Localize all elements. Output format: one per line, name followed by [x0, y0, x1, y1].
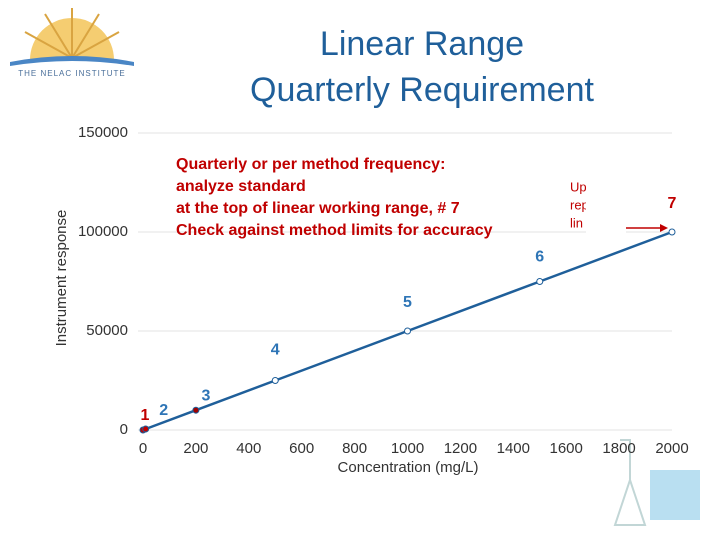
data-point	[192, 406, 200, 414]
annotation: Check against method limits for accuracy	[176, 222, 493, 239]
y-tick-label: 150000	[78, 124, 128, 141]
x-tick-label: 1000	[391, 440, 424, 457]
x-tick-label: 1600	[550, 440, 583, 457]
x-axis-title: Concentration (mg/L)	[338, 459, 479, 476]
chart-title: Quarterly Requirement	[250, 71, 594, 109]
beaker	[613, 439, 700, 526]
y-tick-label: 0	[120, 421, 128, 438]
data-point	[271, 377, 279, 384]
annotation: Up	[570, 179, 587, 194]
point-label: 7	[668, 195, 677, 212]
data-point	[142, 425, 150, 433]
y-tick-label: 50000	[86, 322, 128, 339]
y-tick-label: 100000	[78, 223, 128, 240]
x-tick-label: 600	[289, 440, 314, 457]
logo-text: THE NELAC INSTITUTE	[18, 69, 125, 78]
x-tick-label: 1400	[497, 440, 530, 457]
annotation-arrowhead	[660, 224, 668, 232]
data-point	[536, 278, 544, 285]
x-tick-label: 1200	[444, 440, 477, 457]
x-tick-label: 400	[236, 440, 261, 457]
data-point	[668, 228, 676, 236]
annotation: lin	[570, 215, 583, 230]
data-point	[404, 327, 411, 335]
x-tick-label: 800	[342, 440, 367, 457]
annotation: analyze standard	[176, 178, 306, 195]
point-label: 6	[535, 249, 544, 266]
point-label: 3	[201, 387, 210, 404]
x-tick-label: 2000	[655, 440, 688, 457]
annotation: Quarterly or per method frequency:	[176, 156, 445, 173]
x-tick-label: 1800	[602, 440, 635, 457]
point-label: 4	[271, 342, 280, 359]
logo: THE NELAC INSTITUTE	[10, 8, 134, 78]
annotation-mask	[586, 175, 626, 235]
point-label: 5	[403, 294, 412, 311]
x-tick-label: 0	[139, 440, 147, 457]
y-axis-title: Instrument response	[53, 210, 70, 347]
point-label: 1	[141, 407, 150, 424]
x-tick-label: 200	[183, 440, 208, 457]
chart-title: Linear Range	[320, 25, 524, 63]
annotation: rep	[570, 197, 589, 212]
point-label: 2	[159, 402, 168, 419]
annotation: at the top of linear working range, # 7	[176, 200, 460, 217]
